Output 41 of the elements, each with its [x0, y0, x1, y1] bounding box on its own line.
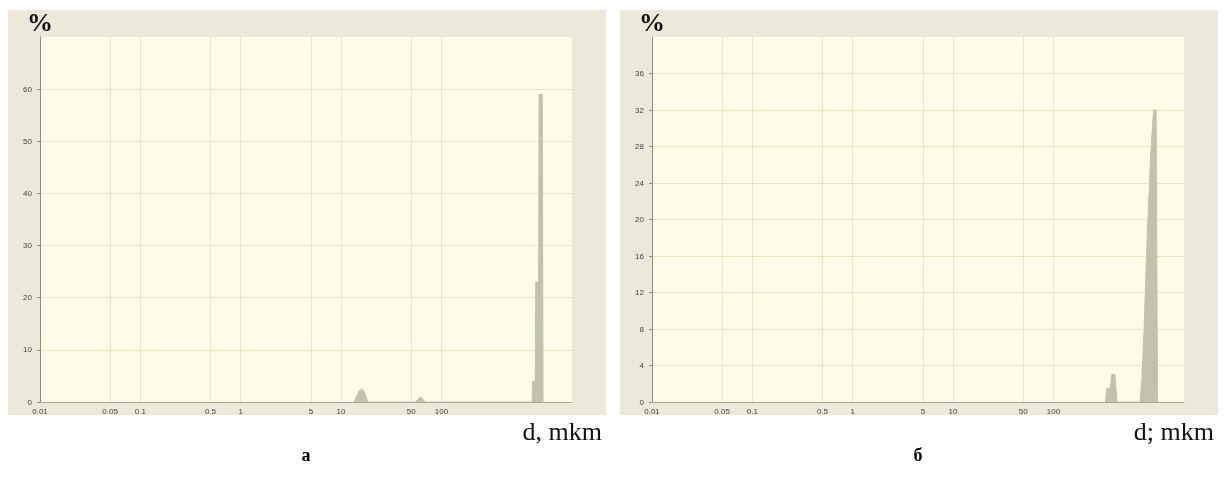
y-tick-label: 50 — [23, 136, 33, 146]
x-tick-label: 100 — [434, 406, 449, 416]
x-tick-label: 5 — [920, 406, 926, 416]
y-tick-label: 20 — [23, 293, 33, 303]
x-tick-label: 50 — [1018, 406, 1029, 416]
y-tick-label: 30 — [23, 241, 33, 251]
x-tick-label: 0.05 — [102, 406, 119, 416]
x-axis-title: d, mkm — [522, 416, 602, 446]
x-tick-label: 10 — [336, 406, 347, 416]
x-axis-title: d; mkm — [1133, 416, 1214, 446]
x-tick-label: 0.5 — [816, 406, 829, 416]
y-axis-title: % — [639, 7, 665, 37]
x-tick-label: 1 — [850, 406, 856, 416]
x-tick-label: 0.1 — [746, 406, 759, 416]
x-tick-label: 0.1 — [134, 406, 147, 416]
y-tick-label: 16 — [635, 251, 645, 261]
y-tick-label: 0 — [639, 397, 645, 407]
x-tick-label: 100 — [1046, 406, 1061, 416]
x-tick-label: 0.01 — [644, 406, 661, 416]
y-tick-label: 60 — [23, 84, 33, 94]
y-tick-label: 32 — [635, 105, 645, 115]
y-tick-label: 12 — [635, 288, 645, 297]
x-tick-label: 50 — [406, 406, 417, 416]
text: а — [301, 445, 311, 465]
x-tick-label: 0.01 — [32, 406, 49, 416]
x-tick-label: 1 — [238, 406, 244, 416]
text: б — [913, 445, 923, 465]
x-tick-label: 0.05 — [714, 406, 731, 416]
y-axis-title: % — [27, 7, 53, 37]
x-tick-label: 0.5 — [204, 406, 217, 416]
x-tick-label: 5 — [308, 406, 314, 416]
y-tick-label: 10 — [23, 345, 33, 355]
y-tick-label: 8 — [639, 324, 645, 334]
y-tick-label: 28 — [635, 142, 645, 151]
y-tick-label: 4 — [639, 361, 645, 370]
x-tick-label: 10 — [948, 406, 959, 416]
y-tick-label: 40 — [23, 188, 33, 198]
y-tick-label: 20 — [635, 215, 645, 224]
y-tick-label: 0 — [27, 397, 33, 407]
y-tick-label: 36 — [635, 69, 645, 78]
y-tick-label: 24 — [635, 178, 645, 188]
